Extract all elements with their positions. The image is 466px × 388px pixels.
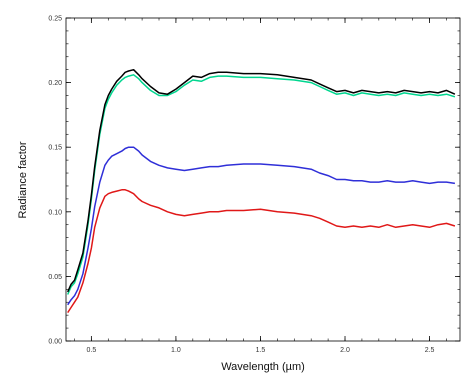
y-tick-label: 0.05 xyxy=(48,274,62,281)
x-tick-label: 0.5 xyxy=(86,347,96,354)
x-tick-label: 2.0 xyxy=(340,347,350,354)
x-tick-label: 2.5 xyxy=(425,347,435,354)
x-tick-label: 1.0 xyxy=(171,347,181,354)
series-line-1 xyxy=(67,74,456,295)
plot-frame xyxy=(65,17,461,342)
y-axis-title: Radiance factor xyxy=(17,141,29,218)
y-tick-label: 0.20 xyxy=(48,80,62,87)
series-line-4 xyxy=(67,189,456,314)
y-tick-label: 0.15 xyxy=(48,145,62,152)
x-tick-label: 1.5 xyxy=(256,347,266,354)
y-tick-label: 0.00 xyxy=(48,339,62,346)
y-tick-label: 0.10 xyxy=(48,209,62,216)
ticks-layer: 0.00 0.05 0.10 0.15 0.20 0.25 0.5 1.0 1.5 2.0 2.5 xyxy=(48,16,460,354)
y-tick-label: 0.25 xyxy=(48,16,62,23)
series-layer xyxy=(67,68,456,314)
series-line-2 xyxy=(67,68,456,293)
x-axis-title: Wavelength (µm) xyxy=(221,361,305,373)
series-line-3 xyxy=(67,146,456,306)
